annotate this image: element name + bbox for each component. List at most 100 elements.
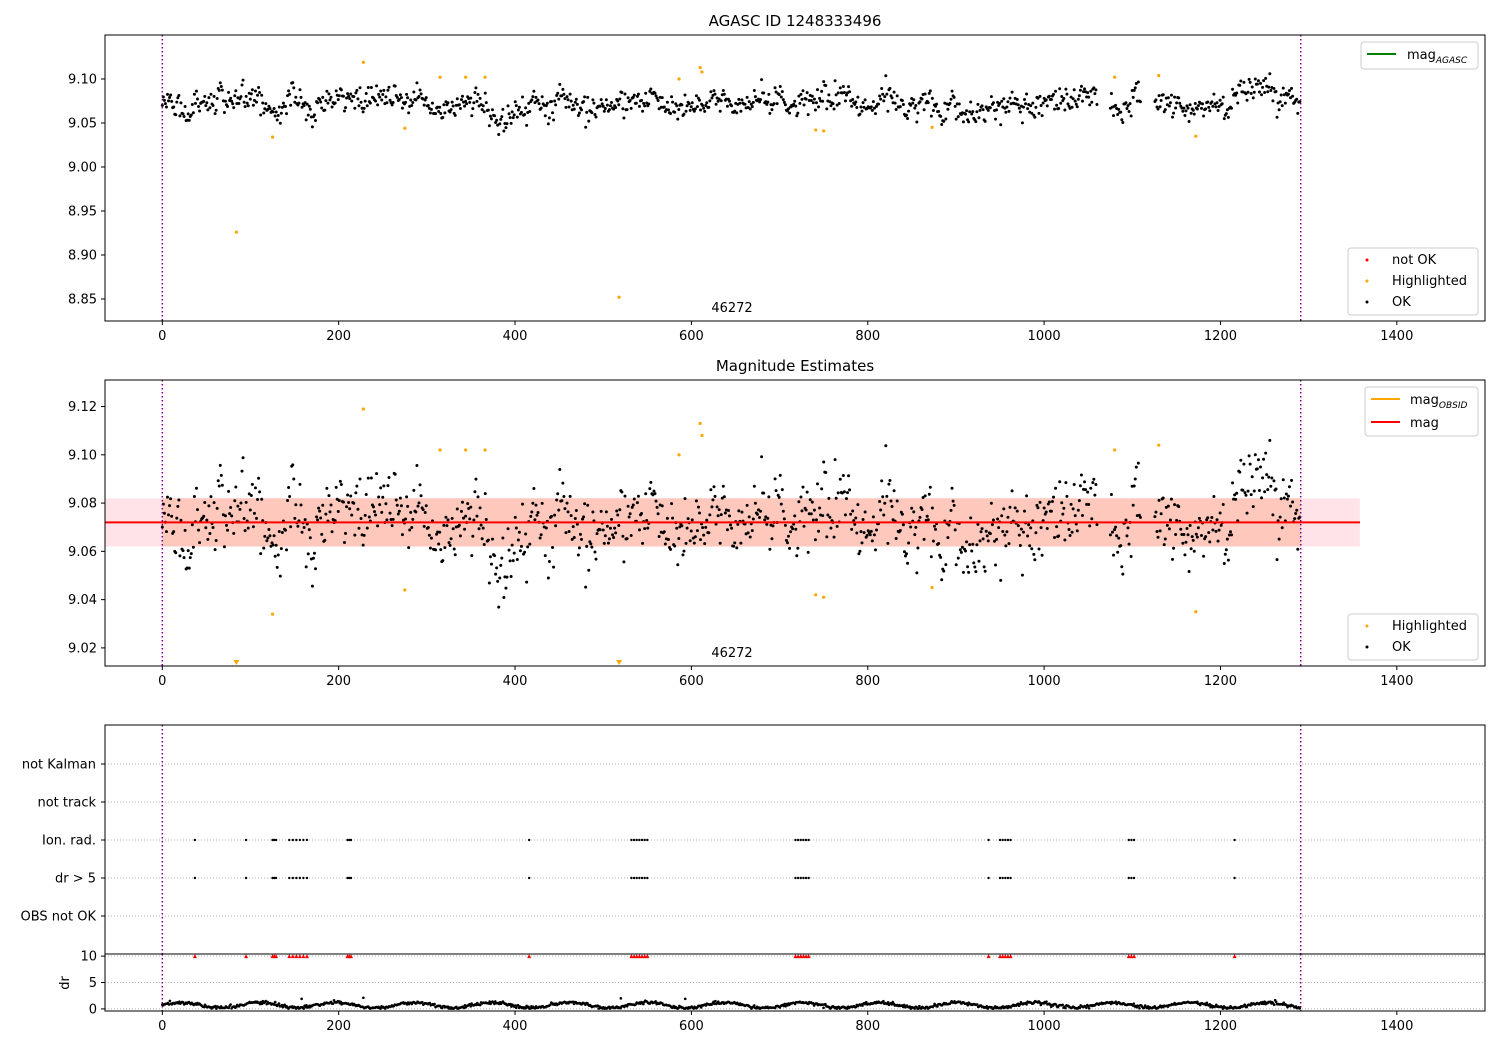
- flag-mark: [799, 876, 802, 880]
- ok-point: [525, 123, 529, 127]
- ok-point: [642, 101, 646, 105]
- ok-point: [1131, 95, 1135, 99]
- ok-point: [996, 517, 1000, 521]
- ok-point: [1045, 527, 1049, 531]
- ok-point: [183, 528, 187, 532]
- ok-point: [256, 93, 260, 97]
- dr-point: [1064, 1006, 1067, 1010]
- ok-point: [418, 88, 422, 92]
- ok-point: [1252, 90, 1256, 94]
- ok-point: [974, 570, 978, 574]
- dr-point: [1263, 1000, 1267, 1003]
- ok-point: [300, 530, 304, 534]
- flag-mark: [987, 876, 990, 880]
- capped-dr-marker: [527, 954, 532, 959]
- estimates-marker-legend[interactable]: Highlighted OK: [1347, 613, 1479, 661]
- ok-point: [1033, 115, 1037, 119]
- ok-point: [410, 525, 414, 529]
- ok-point: [361, 110, 365, 114]
- ok-point: [880, 479, 884, 483]
- ok-point: [850, 527, 854, 531]
- ok-point: [577, 546, 581, 550]
- ok-point: [869, 529, 873, 533]
- ok-point: [977, 116, 981, 120]
- ok-point: [1238, 83, 1242, 87]
- ok-point: [262, 546, 266, 550]
- ok-point: [361, 543, 365, 547]
- ok-point: [774, 489, 778, 493]
- ok-point: [746, 105, 750, 109]
- ok-point: [872, 533, 876, 537]
- ok-point: [1037, 547, 1041, 551]
- dr-point: [1078, 1006, 1082, 1010]
- ok-point: [1028, 544, 1032, 548]
- ok-point: [714, 102, 718, 106]
- ok-point: [654, 94, 658, 98]
- ok-point: [1006, 515, 1010, 519]
- ok-point: [637, 104, 641, 108]
- ok-point: [285, 548, 289, 552]
- estimates-line-legend[interactable]: magOBSID mag: [1364, 386, 1479, 437]
- ok-point: [625, 537, 629, 541]
- highlighted-point: [1113, 75, 1117, 79]
- ok-point: [1187, 120, 1191, 124]
- ok-point: [890, 505, 894, 509]
- ok-point: [209, 92, 213, 96]
- ok-point: [980, 104, 984, 108]
- dr-point: [1061, 1003, 1064, 1007]
- ok-point: [182, 556, 186, 560]
- ok-point: [894, 537, 898, 541]
- ok-point: [1165, 523, 1169, 527]
- ok-point: [874, 528, 878, 532]
- ok-point: [240, 83, 244, 87]
- ok-point: [767, 495, 771, 499]
- ok-point: [1109, 91, 1113, 95]
- ok-point: [1277, 108, 1281, 112]
- ok-point: [380, 98, 384, 102]
- ok-point: [585, 544, 589, 548]
- ok-point: [553, 513, 557, 517]
- ok-point: [532, 487, 536, 491]
- ok-point: [504, 126, 508, 130]
- ok-point: [1133, 477, 1137, 481]
- ok-point: [1134, 81, 1138, 85]
- agasc-marker-legend[interactable]: not OK Highlighted OK: [1347, 247, 1479, 316]
- ok-point: [324, 512, 328, 516]
- ok-point: [843, 513, 847, 517]
- ok-point: [1021, 105, 1025, 109]
- ok-point: [652, 489, 656, 493]
- ok-point: [506, 527, 510, 531]
- ok-point: [1117, 107, 1121, 111]
- ok-point: [250, 88, 254, 92]
- ok-point: [1016, 524, 1020, 528]
- agasc-panel-title: AGASC ID 1248333496: [709, 12, 882, 30]
- ok-point: [395, 95, 399, 99]
- dr-point: [1045, 1000, 1048, 1003]
- ok-point: [488, 114, 492, 118]
- ok-point: [328, 98, 332, 102]
- ok-point: [259, 113, 263, 117]
- ok-point: [927, 91, 931, 95]
- dr-point: [1272, 1003, 1276, 1007]
- ok-point: [414, 510, 418, 514]
- ok-point: [407, 111, 411, 115]
- ok-point: [272, 107, 276, 111]
- ok-point: [447, 541, 451, 545]
- ok-point: [442, 103, 446, 107]
- agasc-line-legend[interactable]: magAGASC: [1360, 41, 1479, 70]
- dr-xtick-label: 1000: [1028, 1019, 1061, 1034]
- ok-point: [1257, 489, 1261, 493]
- ok-point: [444, 515, 448, 519]
- ok-point: [900, 512, 904, 516]
- flag-mark: [635, 838, 638, 842]
- ok-point: [487, 124, 491, 128]
- ok-point: [701, 526, 705, 530]
- ok-point: [842, 90, 846, 94]
- ok-point: [202, 99, 206, 103]
- ok-point: [316, 101, 320, 105]
- ok-point: [995, 108, 999, 112]
- ok-point: [898, 105, 902, 109]
- flag-mark: [1006, 838, 1010, 842]
- ok-point: [1124, 101, 1128, 105]
- ok-point: [510, 543, 514, 547]
